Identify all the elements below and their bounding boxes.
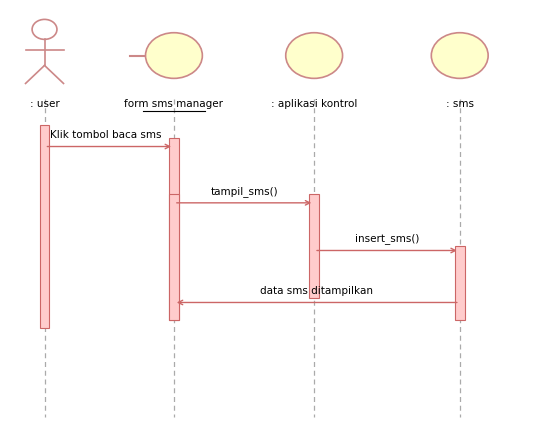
Bar [309, 194, 319, 298]
Text: tampil_sms(): tampil_sms() [210, 186, 278, 197]
Circle shape [286, 33, 343, 78]
Text: : aplikasi kontrol: : aplikasi kontrol [271, 99, 357, 109]
Text: : sms: : sms [446, 99, 474, 109]
Text: Klik tombol baca sms: Klik tombol baca sms [50, 130, 162, 140]
Circle shape [145, 33, 202, 78]
Bar [40, 125, 49, 328]
Bar [169, 194, 179, 320]
Text: data sms ditampilkan: data sms ditampilkan [260, 286, 373, 296]
Bar [455, 246, 464, 320]
Text: : user: : user [30, 99, 60, 109]
Circle shape [431, 33, 488, 78]
Bar [169, 138, 179, 320]
Text: insert_sms(): insert_sms() [355, 234, 419, 245]
Text: form sms manager: form sms manager [125, 99, 223, 109]
